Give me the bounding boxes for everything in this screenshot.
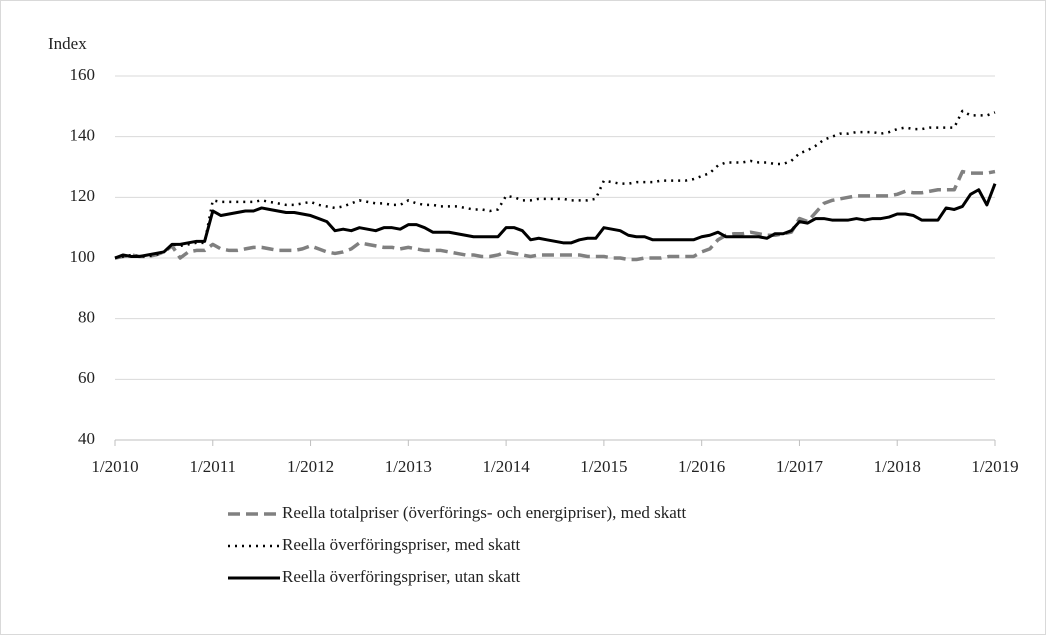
y-tick-label: 160 (70, 65, 96, 84)
x-tick-label: 1/2017 (776, 457, 824, 476)
series-line (114, 183, 997, 260)
y-axis-label: Index (48, 34, 87, 53)
series-line (114, 109, 996, 260)
x-tick-label: 1/2019 (971, 457, 1018, 476)
x-tick-label: 1/2013 (385, 457, 432, 476)
x-tick-label: 1/2010 (91, 457, 138, 476)
x-tick-label: 1/2018 (874, 457, 921, 476)
x-tick-label: 1/2016 (678, 457, 725, 476)
y-tick-label: 60 (78, 368, 95, 387)
legend-label: Reella totalpriser (överförings- och ene… (282, 503, 687, 522)
y-tick-label: 80 (78, 308, 95, 327)
y-tick-label: 140 (70, 126, 96, 145)
series-line (114, 169, 996, 262)
y-tick-label: 40 (78, 429, 95, 448)
y-tick-label: 120 (70, 186, 96, 205)
x-tick-label: 1/2011 (189, 457, 236, 476)
x-tick-label: 1/2015 (580, 457, 627, 476)
y-tick-label: 100 (70, 247, 96, 266)
legend-label: Reella överföringspriser, utan skatt (282, 567, 520, 586)
x-tick-label: 1/2014 (482, 457, 530, 476)
x-tick-label: 1/2012 (287, 457, 334, 476)
legend-label: Reella överföringspriser, med skatt (282, 535, 520, 554)
